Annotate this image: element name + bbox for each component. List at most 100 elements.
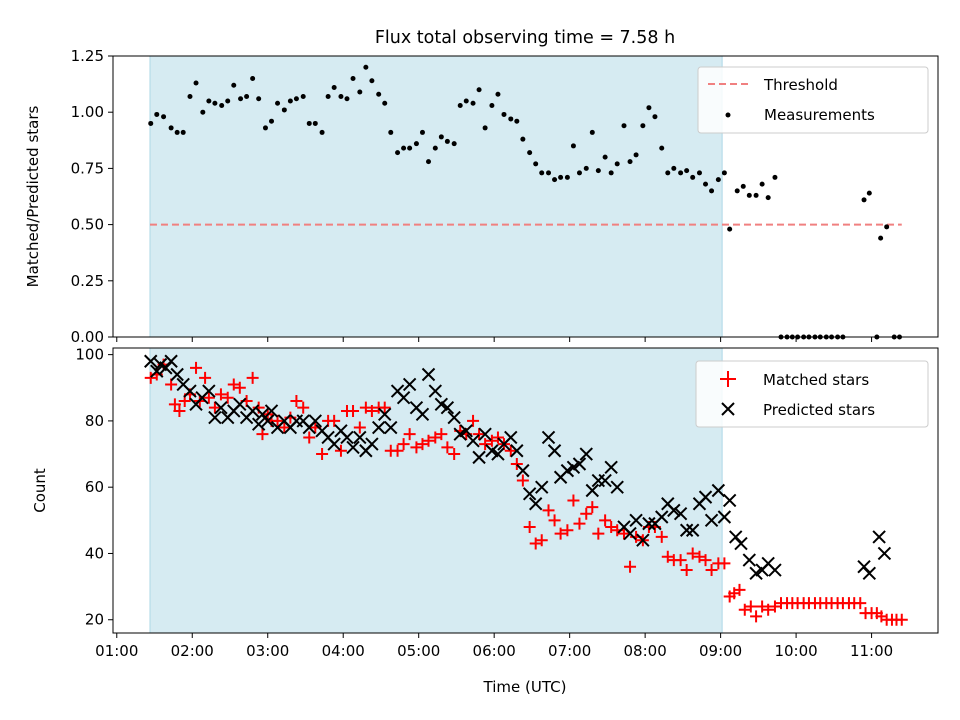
predicted-point — [353, 430, 367, 445]
matched-point — [624, 560, 637, 573]
top-axes-frame — [112, 55, 939, 338]
measurement-point — [740, 183, 746, 189]
predicted-point — [251, 417, 266, 431]
matched-point — [441, 441, 454, 454]
predicted-point — [679, 523, 694, 537]
bottom-y-ticks: 20 40 60 80 100 — [75, 346, 113, 629]
matched-point — [221, 391, 234, 404]
predicted-point — [655, 510, 669, 524]
measurement-point — [256, 96, 262, 102]
predicted-point — [371, 420, 386, 435]
measurement-point — [495, 91, 501, 97]
y-tick-label: 0.00 — [71, 328, 104, 346]
matched-point — [233, 381, 246, 394]
legend-predicted-label: Predicted stars — [763, 401, 875, 419]
top-y-ticks: 0.00 0.25 0.50 0.75 1.00 1.25 — [71, 47, 113, 346]
predicted-point — [673, 506, 688, 521]
matched-point — [410, 441, 423, 454]
measurement-point — [546, 170, 552, 176]
measurement-point — [407, 145, 413, 151]
predicted-point — [528, 497, 543, 511]
predicted-point — [610, 480, 624, 494]
measurement-point — [746, 192, 752, 198]
measurement-point — [293, 96, 299, 102]
matched-point — [516, 474, 529, 487]
matched-point — [733, 583, 746, 596]
matched-point — [674, 554, 687, 567]
measurement-point — [432, 145, 438, 151]
measurement-point — [659, 145, 665, 151]
measurement-point — [438, 134, 444, 140]
predicted-point — [717, 510, 732, 524]
matched-point — [278, 421, 291, 434]
matched-point — [586, 501, 599, 514]
measurement-point — [589, 129, 595, 135]
bottom-legend: Matched stars Predicted stars — [695, 360, 929, 428]
measurement-point — [678, 170, 684, 176]
predicted-point — [233, 397, 247, 412]
measurement-point — [419, 129, 425, 135]
legend-measurements-label: Measurements — [764, 106, 875, 124]
measurement-point — [514, 118, 520, 124]
measurement-point — [734, 188, 740, 194]
measurement-point — [564, 174, 570, 180]
measurement-point — [508, 116, 514, 122]
predicted-point — [264, 404, 279, 418]
predicted-point — [396, 391, 411, 405]
measurement-point — [884, 224, 890, 230]
matched-point — [529, 537, 542, 550]
predicted-point — [340, 430, 354, 445]
predicted-point — [698, 490, 713, 504]
measurement-point — [640, 123, 646, 129]
matched-point — [435, 428, 448, 441]
measurement-point — [463, 98, 469, 104]
measurement-point — [866, 190, 872, 196]
y-tick-label: 0.50 — [71, 216, 104, 234]
measurement-point — [652, 114, 658, 120]
predicted-point — [734, 536, 748, 551]
matched-point — [246, 371, 259, 384]
predicted-point — [384, 420, 398, 435]
matched-point — [190, 361, 203, 374]
measurement-point — [369, 78, 375, 84]
measurement-point — [489, 102, 495, 108]
matched-point — [303, 431, 316, 444]
predicted-point — [214, 400, 228, 415]
predicted-point — [742, 553, 757, 567]
measurement-point — [244, 93, 250, 99]
measurement-point — [338, 93, 344, 99]
predicted-point — [327, 437, 341, 451]
measurement-point — [621, 123, 627, 129]
measurement-point — [388, 129, 394, 135]
predicted-point — [522, 487, 537, 501]
matched-point — [510, 457, 523, 470]
bottom-x-ticks: 01:00 02:00 03:00 04:00 05:00 06:00 07:00 08:00… — [95, 633, 893, 660]
measurement-point — [765, 195, 771, 201]
measurement-point — [772, 174, 778, 180]
bottom-y-axis-label: Count — [31, 468, 49, 513]
measurement-point — [759, 181, 765, 187]
measurement-point — [444, 138, 450, 144]
measurement-point — [451, 141, 457, 147]
top-legend: Threshold Measurements — [697, 66, 929, 134]
matched-point — [768, 600, 781, 613]
matched-point — [567, 494, 580, 507]
predicted-point — [150, 364, 164, 378]
matched-point — [655, 530, 668, 543]
predicted-point — [585, 483, 600, 498]
predicted-point — [768, 563, 782, 577]
predicted-point — [202, 384, 216, 398]
top-y-axis-label: Matched/Predicted stars — [24, 106, 42, 288]
y-tick-label: 40 — [85, 544, 104, 562]
measurement-point — [306, 120, 312, 126]
matched-point — [473, 428, 486, 441]
legend-threshold-label: Threshold — [763, 76, 838, 94]
matched-point — [504, 444, 517, 457]
matched-point — [705, 564, 718, 577]
measurement-point — [709, 188, 715, 194]
predicted-point — [183, 384, 197, 398]
matched-point — [680, 564, 693, 577]
matched-point — [378, 401, 391, 414]
measurement-point — [476, 87, 482, 93]
matched-point — [554, 527, 567, 540]
